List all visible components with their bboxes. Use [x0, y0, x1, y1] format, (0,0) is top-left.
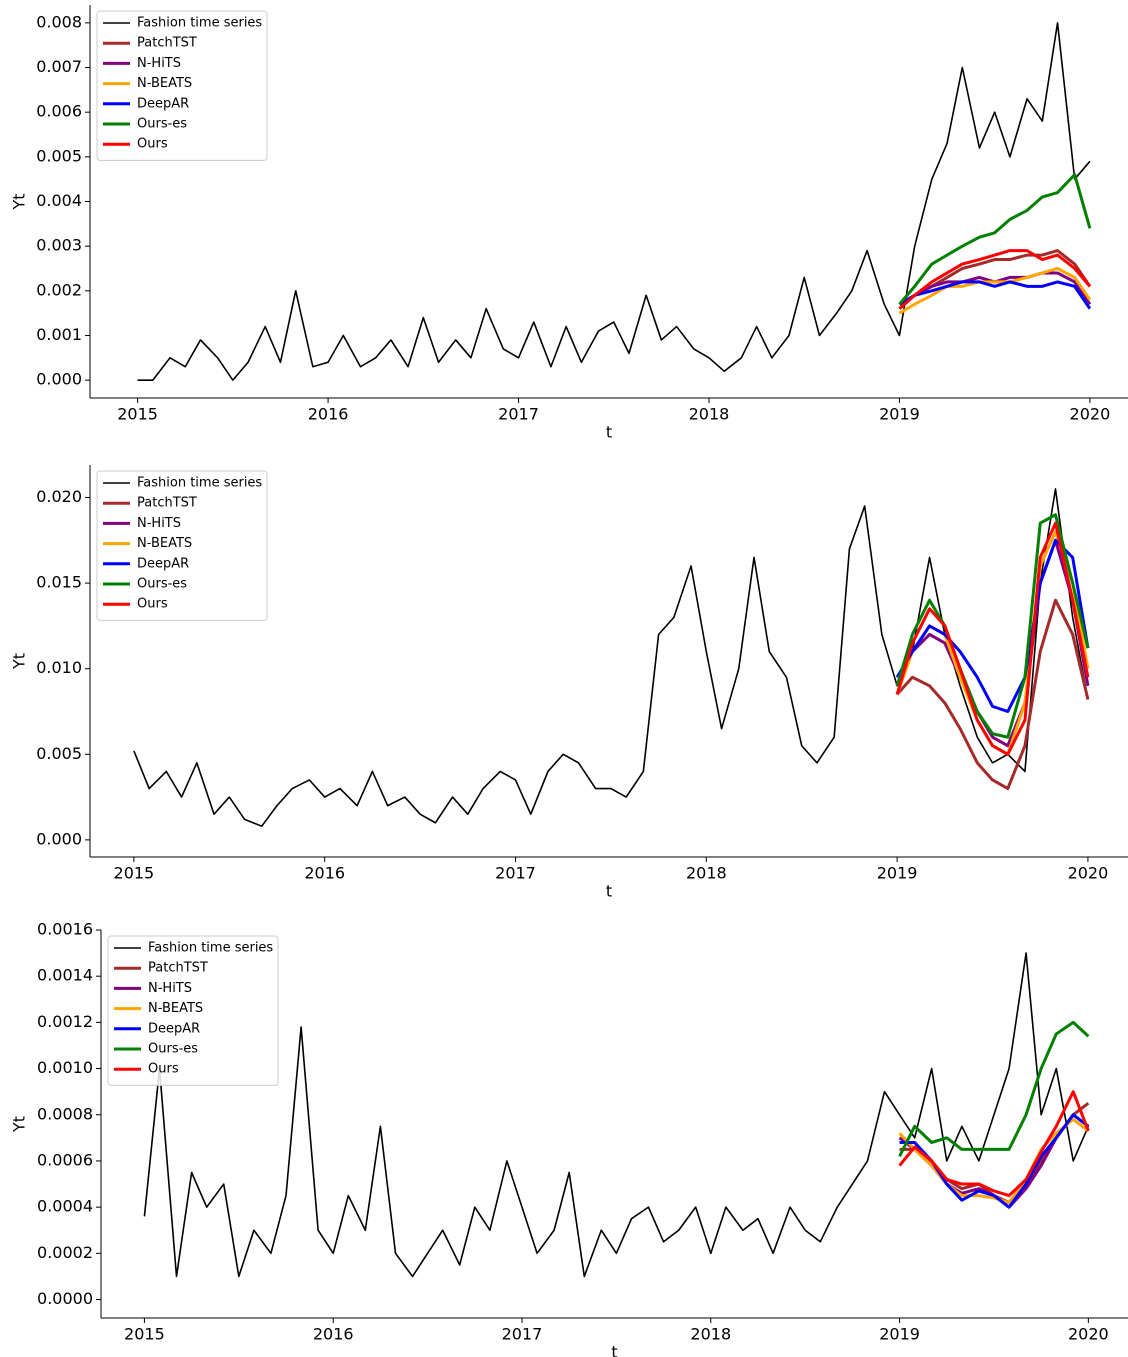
series-line [895, 530, 1090, 756]
legend-label: PatchTST [148, 961, 208, 976]
legend-label: Ours [137, 597, 168, 612]
legend: Fashion time series PatchTST N-HiTS N-BEATS… [96, 10, 268, 161]
y-tick-label: 0.0012 [37, 1012, 93, 1031]
y-tick-label: 0.005 [36, 146, 82, 165]
legend-label: Ours-es [137, 117, 187, 132]
series-line [898, 1090, 1090, 1198]
y-tick-label: 0.015 [36, 573, 82, 592]
y-tick-label: 0.000 [36, 370, 82, 389]
y-tick-label: 0.0010 [37, 1058, 93, 1077]
y-tick-label: 0.002 [36, 280, 82, 299]
plot-area [137, 22, 1092, 381]
x-axis-label: t [606, 423, 612, 442]
series-line [898, 1020, 1090, 1158]
legend-label: Ours-es [137, 577, 187, 592]
series-line [898, 271, 1092, 306]
y-tick-label: 0.0016 [37, 920, 93, 939]
y-axis-label: Yt [10, 193, 29, 210]
y-tick-label: 0.005 [36, 744, 82, 763]
series-line [898, 173, 1092, 306]
series-line [898, 266, 1092, 315]
series-line [898, 249, 1092, 310]
x-tick-label: 2018 [689, 405, 730, 424]
y-tick-label: 0.000 [36, 829, 82, 848]
x-tick-label: 2015 [114, 864, 155, 883]
y-tick-label: 0.007 [36, 57, 82, 76]
x-tick-label: 2017 [502, 1325, 543, 1344]
y-tick-label: 0.010 [36, 658, 82, 677]
y-tick-label: 0.0004 [37, 1197, 93, 1216]
series-line [895, 538, 1090, 748]
y-tick-label: 0.0002 [37, 1243, 93, 1262]
subplot: 0.0000 0.0002 0.0004 0.0006 0.0008 0.0010 0.00… [10, 920, 1128, 1357]
y-tick-label: 0.008 [36, 12, 82, 31]
legend-label: PatchTST [137, 496, 197, 511]
x-tick-label: 2015 [117, 405, 158, 424]
x-axis-label: t [611, 1343, 617, 1357]
legend-label: Fashion time series [148, 941, 273, 956]
x-tick-label: 2018 [690, 1325, 731, 1344]
legend-label: Ours [148, 1062, 179, 1077]
x-tick-label: 2019 [879, 1325, 920, 1344]
legend-label: Ours-es [148, 1042, 198, 1057]
legend-label: DeepAR [137, 556, 189, 571]
series-line [137, 22, 1091, 381]
x-tick-label: 2019 [877, 864, 918, 883]
x-tick-label: 2018 [686, 864, 727, 883]
y-tick-label: 0.004 [36, 191, 82, 210]
y-tick-label: 0.0000 [37, 1289, 93, 1308]
legend: Fashion time series PatchTST N-HiTS N-BEATS… [107, 935, 279, 1086]
x-tick-label: 2015 [124, 1325, 165, 1344]
legend-label: N-BEATS [137, 536, 192, 551]
y-tick-label: 0.001 [36, 325, 82, 344]
series-line [143, 952, 1090, 1278]
legend-label: PatchTST [137, 36, 197, 51]
x-tick-label: 2016 [304, 864, 345, 883]
legend-label: DeepAR [137, 96, 189, 111]
y-tick-label: 0.003 [36, 236, 82, 255]
x-tick-label: 2020 [1070, 405, 1111, 424]
x-tick-label: 2020 [1068, 864, 1109, 883]
legend-label: Ours [137, 137, 168, 152]
legend-frame [107, 935, 279, 1086]
series-line [895, 513, 1090, 739]
series-line [896, 598, 1090, 791]
series-line [898, 280, 1092, 310]
x-tick-label: 2020 [1068, 1325, 1109, 1344]
legend-frame [96, 10, 268, 161]
legend-label: N-HiTS [148, 981, 192, 996]
y-tick-label: 0.0008 [37, 1104, 93, 1123]
subplot: 0.000 0.001 0.002 0.003 0.004 0.005 0.006 0.007… [10, 5, 1128, 442]
x-tick-label: 2017 [498, 405, 539, 424]
series-line [133, 488, 1089, 827]
x-tick-label: 2016 [308, 405, 349, 424]
series-line [898, 1117, 1090, 1205]
subplot: 0.000 0.005 0.010 0.015 0.020 2015 2016 2017 201… [10, 465, 1128, 901]
legend-label: N-BEATS [148, 1001, 203, 1016]
series-line [895, 521, 1090, 756]
legend-label: Fashion time series [137, 16, 262, 31]
x-tick-label: 2019 [879, 405, 920, 424]
y-tick-label: 0.006 [36, 102, 82, 121]
y-axis-label: Yt [10, 653, 29, 670]
x-axis-label: t [606, 882, 612, 901]
legend-frame [96, 470, 268, 621]
legend-label: N-HiTS [137, 56, 181, 71]
legend-label: N-BEATS [137, 76, 192, 91]
plot-area [133, 488, 1090, 827]
y-tick-label: 0.0014 [37, 966, 93, 985]
x-tick-label: 2016 [313, 1325, 354, 1344]
legend-label: N-HiTS [137, 516, 181, 531]
plot-area [143, 952, 1090, 1278]
legend: Fashion time series PatchTST N-HiTS N-BEATS… [96, 470, 268, 621]
x-tick-label: 2017 [495, 864, 536, 883]
legend-label: Fashion time series [137, 476, 262, 491]
series-line [895, 538, 1090, 713]
y-axis-label: Yt [10, 1116, 29, 1133]
y-tick-label: 0.020 [36, 487, 82, 506]
legend-label: DeepAR [148, 1021, 200, 1036]
y-tick-label: 0.0006 [37, 1150, 93, 1169]
